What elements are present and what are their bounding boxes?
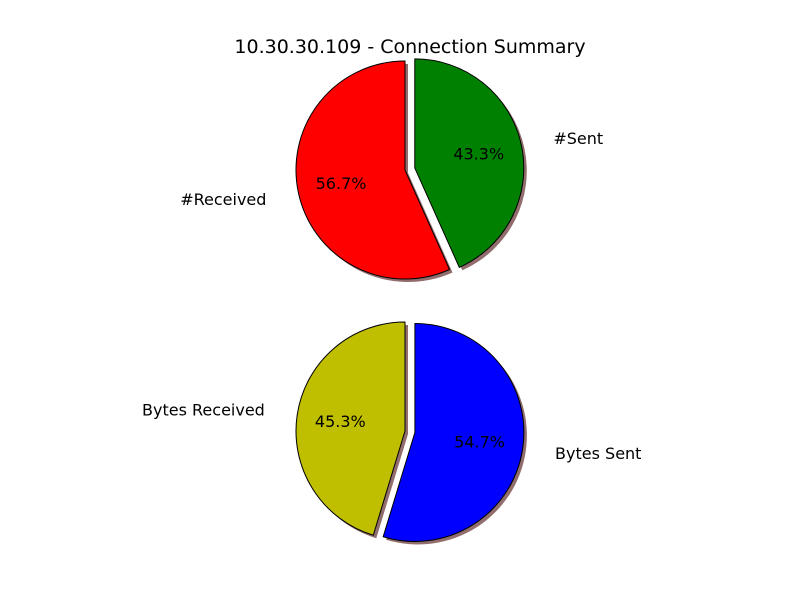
pie-label-layer: #Received 56.7% #Sent 43.3% xyxy=(180,129,603,209)
slice-label-bytes-sent: Bytes Sent xyxy=(555,444,641,463)
slice-percent-sent: 43.3% xyxy=(453,145,504,164)
slice-received xyxy=(295,60,451,280)
pie-chart-bytes: Bytes Received 45.3% Bytes Sent 54.7% xyxy=(142,321,641,545)
slice-label-sent: #Sent xyxy=(553,129,603,148)
slice-label-received: #Received xyxy=(180,190,266,209)
slice-percent-bytes-received: 45.3% xyxy=(315,412,366,431)
slice-sent xyxy=(414,58,525,268)
slice-bytes-sent xyxy=(382,322,525,542)
slice-percent-received: 56.7% xyxy=(316,174,367,193)
slice-bytes-received xyxy=(295,321,406,536)
pie-chart-connections: #Received 56.7% #Sent 43.3% xyxy=(180,58,603,282)
pie-label-layer: Bytes Received 45.3% Bytes Sent 54.7% xyxy=(142,401,641,463)
chart-title: 10.30.30.109 - Connection Summary xyxy=(234,36,585,58)
slice-label-bytes-received: Bytes Received xyxy=(142,401,265,420)
pie-slice-layer xyxy=(295,321,525,542)
pie-slice-layer xyxy=(295,58,525,280)
slice-percent-bytes-sent: 54.7% xyxy=(454,433,505,452)
